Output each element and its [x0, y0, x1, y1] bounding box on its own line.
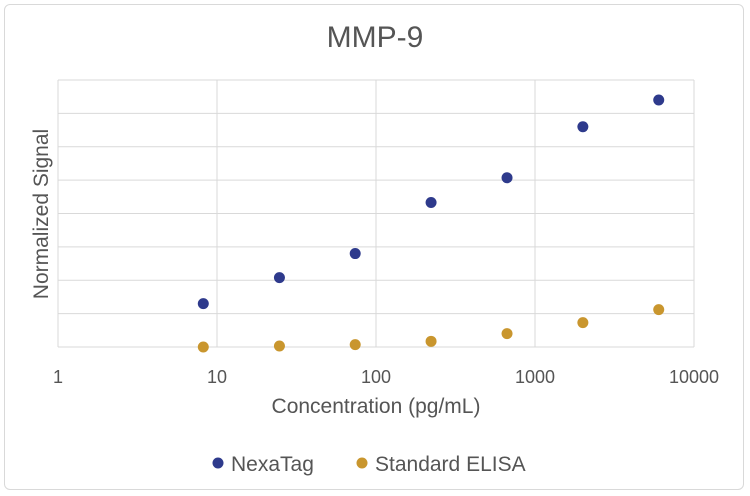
x-tick-label: 1000 [515, 367, 555, 387]
data-point [349, 339, 361, 351]
data-point [273, 272, 285, 284]
data-point [653, 304, 665, 316]
y-axis-title: Normalized Signal [30, 129, 53, 299]
data-point [273, 340, 285, 352]
data-point [577, 317, 589, 329]
legend-label: Standard ELISA [375, 453, 526, 476]
x-tick-labels: 1 10 100 1000 10000 [53, 367, 719, 387]
legend-label: NexaTag [231, 453, 314, 476]
chart-title: MMP-9 [327, 21, 424, 54]
data-point [653, 94, 665, 106]
x-tick-label: 1 [53, 367, 63, 387]
data-point [197, 341, 209, 353]
x-tick-label: 100 [361, 367, 391, 387]
data-point [425, 196, 437, 208]
data-point [501, 328, 513, 340]
x-axis-title: Concentration (pg/mL) [272, 395, 481, 418]
x-tick-label: 10 [207, 367, 227, 387]
data-point [349, 248, 361, 260]
data-point [501, 172, 513, 184]
x-tick-label: 10000 [669, 367, 719, 387]
legend: NexaTag Standard ELISA [212, 453, 526, 476]
data-point [197, 298, 209, 310]
grid-lines [57, 79, 695, 348]
data-point [425, 335, 437, 347]
legend-marker [212, 457, 224, 469]
legend-marker [356, 457, 368, 469]
data-points [197, 94, 665, 353]
data-point [577, 121, 589, 133]
